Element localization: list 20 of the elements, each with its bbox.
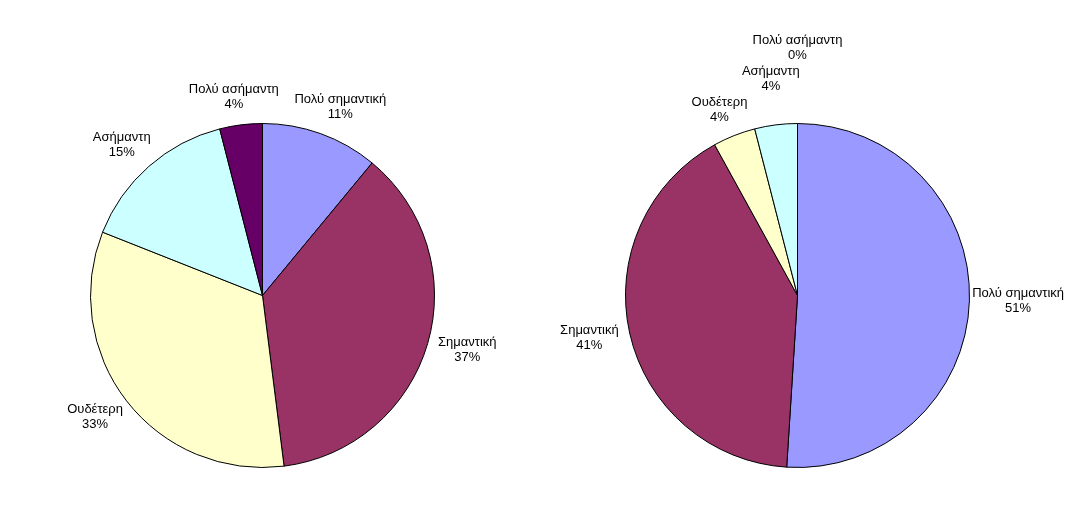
- data-label: 11%: [327, 106, 354, 122]
- data-label: 51%: [1005, 299, 1032, 315]
- text: 0%: [788, 46, 807, 62]
- slice-label: Ουδέτερη: [67, 400, 123, 416]
- slice-label: Πολύ σημαντική: [972, 284, 1064, 300]
- data-label: 4%: [224, 96, 244, 112]
- data-label: 15%: [108, 144, 136, 160]
- category-label: Πολύ ασήμαντη: [752, 31, 843, 47]
- data-label: 41%: [576, 336, 603, 352]
- slice-label: Σημαντική: [560, 321, 619, 337]
- slice-label: Ουδέτερη: [691, 93, 748, 109]
- slice-label: Σημαντική: [438, 334, 497, 350]
- slice-label: Πολύ σημαντική: [294, 91, 387, 107]
- data-label: 4%: [761, 77, 781, 93]
- data-label: 37%: [454, 349, 481, 365]
- data-label: 4%: [710, 108, 730, 124]
- data-label: 33%: [82, 415, 109, 431]
- slice-label: Ασήμαντη: [741, 62, 800, 78]
- slice-label: Ασήμαντη: [92, 129, 151, 145]
- slice-label: Πολύ ασήμαντη: [188, 81, 279, 97]
